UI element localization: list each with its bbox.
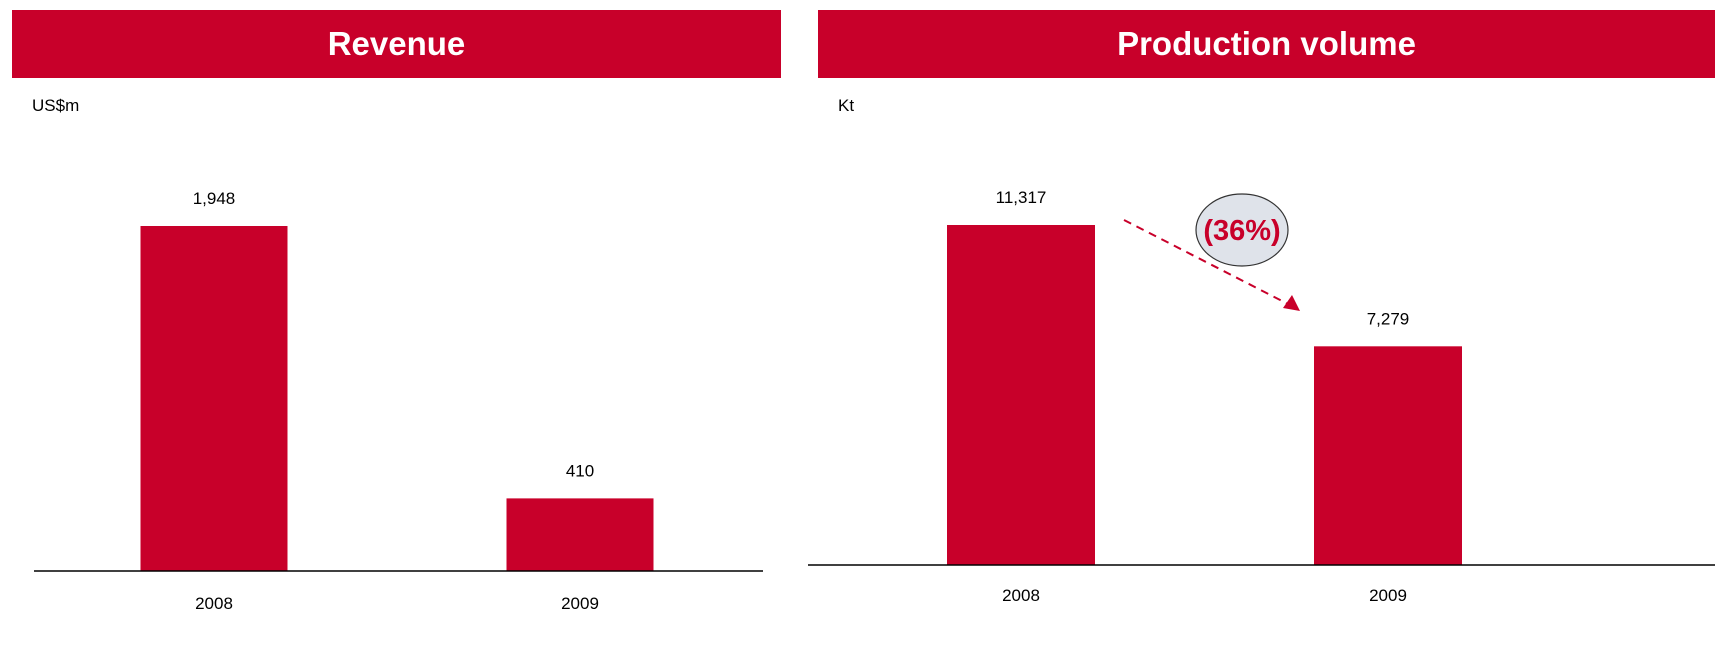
change-arrow-line [1123, 219, 1289, 305]
revenue-title: Revenue [327, 25, 466, 62]
bar-2009 [506, 498, 654, 571]
value-label-2008: 1,948 [193, 189, 236, 208]
bar-2008 [947, 225, 1095, 565]
category-label-2009: 2009 [561, 594, 599, 613]
revenue-unit-label: US$m [32, 96, 80, 115]
revenue-chart: 1,948 2008 410 2009 [34, 189, 763, 613]
category-label-2008: 2008 [195, 594, 233, 613]
production-chart: 11,317 2008 7,279 2009 (36%) [808, 188, 1715, 605]
bar-2009 [1314, 346, 1462, 565]
production-volume-panel: Production volume Kt 11,317 2008 7,279 2009… [806, 0, 1715, 667]
revenue-panel: Revenue US$m 1,948 2008 410 2009 [0, 0, 790, 667]
change-percent-label: (36%) [1203, 215, 1280, 247]
change-arrow-head [1283, 295, 1300, 311]
production-title-banner: Production volume [818, 10, 1715, 78]
value-label-2008: 11,317 [996, 188, 1047, 207]
change-annotation: (36%) [1123, 193, 1300, 311]
revenue-title-banner: Revenue [12, 10, 781, 78]
production-unit-label: Kt [838, 96, 855, 115]
bar-2008 [140, 226, 288, 571]
change-callout-bubble [1195, 193, 1289, 267]
production-title: Production volume [1117, 25, 1416, 62]
category-label-2008: 2008 [1002, 586, 1040, 605]
value-label-2009: 410 [566, 461, 594, 480]
value-label-2009: 7,279 [1367, 309, 1410, 328]
category-label-2009: 2009 [1369, 586, 1407, 605]
